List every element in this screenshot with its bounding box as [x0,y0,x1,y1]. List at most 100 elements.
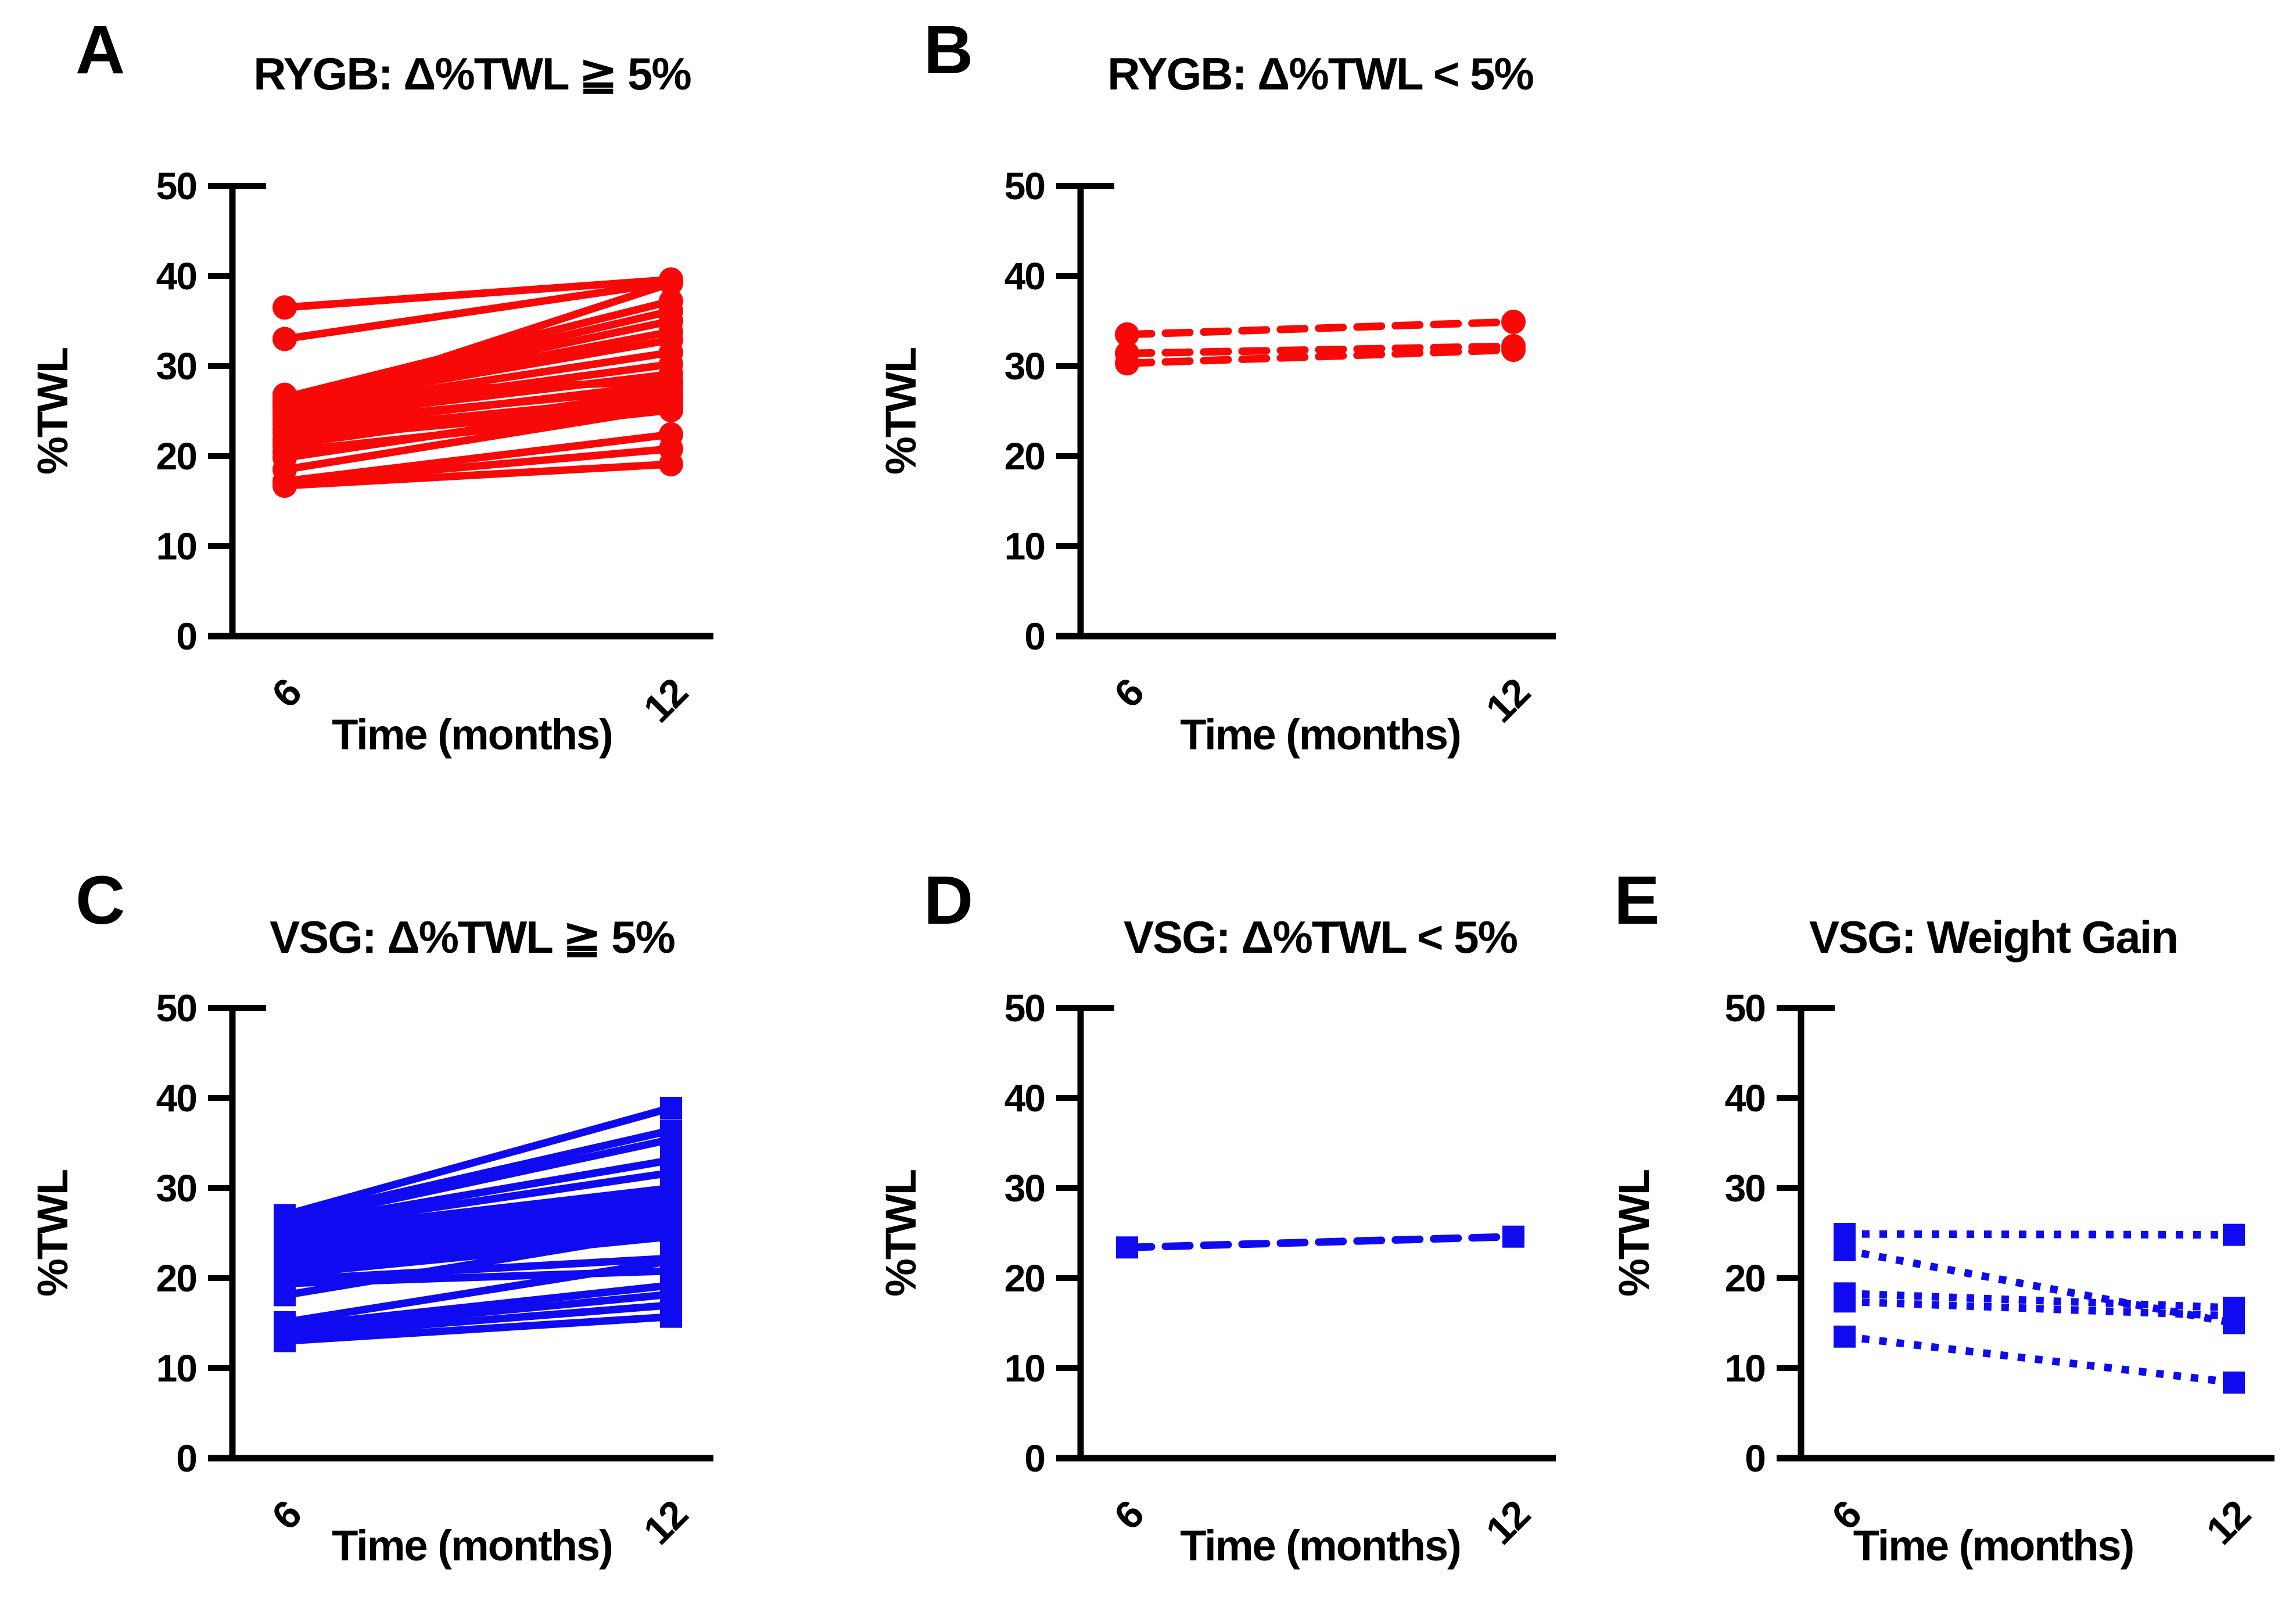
panel-d: D VSG: Δ%TWL < 5% %TWL 0 10 20 30 40 50 6 12 Ti… [848,837,1694,1622]
patient-pair-line [284,1169,672,1233]
data-point-marker [2223,1223,2245,1246]
y-tick-label: 40 [1725,1076,1765,1119]
y-tick-label: 10 [1004,525,1045,568]
y-tick-label: 30 [1004,345,1045,387]
patient-pair-line [284,297,672,401]
y-tick-label: 20 [156,1257,196,1300]
patient-pair-line [284,278,672,343]
y-tick-label: 30 [1725,1167,1765,1210]
data-point-marker [272,295,297,320]
data-point-marker [660,1250,682,1272]
data-point-marker [1115,351,1139,376]
patient-pair-line [284,460,672,490]
panel-e-letter: E [1614,862,1660,939]
panel-b-letter: B [924,12,973,88]
patient-pair-line [284,349,672,415]
panel-c-letter: C [76,862,125,939]
data-point-marker [1116,1236,1138,1259]
y-tick-label: 10 [156,525,196,568]
data-point-marker [2223,1305,2245,1327]
patient-pair-line [284,1301,672,1340]
y-tick-label: 40 [156,254,196,297]
y-tick-label: 30 [156,345,196,387]
data-point-marker [274,1284,296,1307]
patient-pair-line [284,370,672,424]
patient-pair-line [284,380,672,433]
patient-pair-line [284,1257,672,1326]
panel-c-title: VSG: Δ%TWL ≧ 5% [270,912,676,963]
data-point-marker [660,1128,682,1151]
patient-pair-line [1844,1230,2234,1239]
panel-a-title: RYGB: Δ%TWL ≧ 5% [253,48,691,99]
data-point-marker [272,473,297,498]
patient-pair-line [1123,318,1517,339]
patient-pair-line [1123,346,1517,367]
y-tick-label: 0 [176,1437,196,1480]
y-tick-label: 0 [176,615,196,658]
patient-pair-line [284,1290,672,1335]
panel-e-x-axis-label: Time (months) [1853,1521,2134,1570]
patient-pair-line [1844,1289,2234,1312]
patient-pair-line [284,1281,672,1331]
y-tick-label: 30 [156,1167,196,1210]
data-point-marker [660,1220,682,1243]
data-point-marker [272,326,297,351]
y-tick-label: 20 [1004,435,1045,478]
y-tick-label: 50 [1725,986,1765,1029]
y-tick-label: 50 [156,164,196,207]
panel-c-x-axis-label: Time (months) [332,1521,613,1570]
y-tick-label: 30 [1004,1167,1045,1210]
y-tick-label: 0 [1745,1437,1765,1480]
y-tick-label: 10 [1725,1347,1765,1390]
panel-a-letter: A [76,12,125,88]
patient-pair-line [284,1135,672,1226]
y-tick-label: 10 [1004,1347,1045,1390]
patient-pair-line [284,336,672,411]
y-tick-label: 20 [1725,1257,1765,1300]
patient-pair-line [1843,1246,2235,1327]
patient-pair-line [284,1184,672,1237]
data-point-marker [660,1097,682,1119]
data-point-marker [1115,322,1139,347]
data-point-marker [1834,1290,1856,1313]
patient-pair-line [284,1156,672,1230]
y-tick-label: 50 [1004,986,1045,1029]
patient-pair-line [284,396,672,462]
panel-d-x-axis-label: Time (months) [1180,1521,1461,1570]
data-point-marker [659,271,683,296]
data-point-marker [2223,1371,2245,1394]
panel-c: C VSG: Δ%TWL ≧ 5% %TWL 0 10 20 30 40 50 6 12 Ti… [0,837,845,1622]
data-point-marker [1501,338,1526,363]
panel-e: E VSG: Weight Gain %TWL 0 10 20 30 40 50 6 12 T… [1592,837,2296,1622]
patient-pair-line [284,445,672,487]
panel-e-title: VSG: Weight Gain [1809,912,2179,963]
data-point-marker [1834,1239,1856,1261]
patient-pair-line [284,1227,672,1299]
data-point-marker [1502,1225,1524,1248]
patient-pair-line [284,403,672,473]
patient-pair-line [284,360,672,419]
y-tick-label: 40 [1004,254,1045,297]
y-tick-label: 50 [1004,164,1045,207]
y-tick-label: 20 [156,435,196,478]
y-tick-label: 10 [156,1347,196,1390]
patient-pair-line [284,1104,672,1219]
y-tick-label: 40 [1004,1076,1045,1119]
patient-pair-line [284,387,672,449]
y-tick-label: 40 [156,1076,196,1119]
panel-d-letter: D [924,862,973,939]
patient-pair-line [284,1126,672,1223]
patient-pair-line [284,1313,672,1345]
patient-pair-line [284,1254,672,1284]
panel-b-title: RYGB: Δ%TWL < 5% [1107,48,1534,99]
data-point-marker [660,1305,682,1328]
y-tick-label: 0 [1024,615,1045,658]
patient-pair-line [284,430,672,485]
y-tick-label: 0 [1024,1437,1045,1480]
patient-pair-line [1123,342,1517,357]
